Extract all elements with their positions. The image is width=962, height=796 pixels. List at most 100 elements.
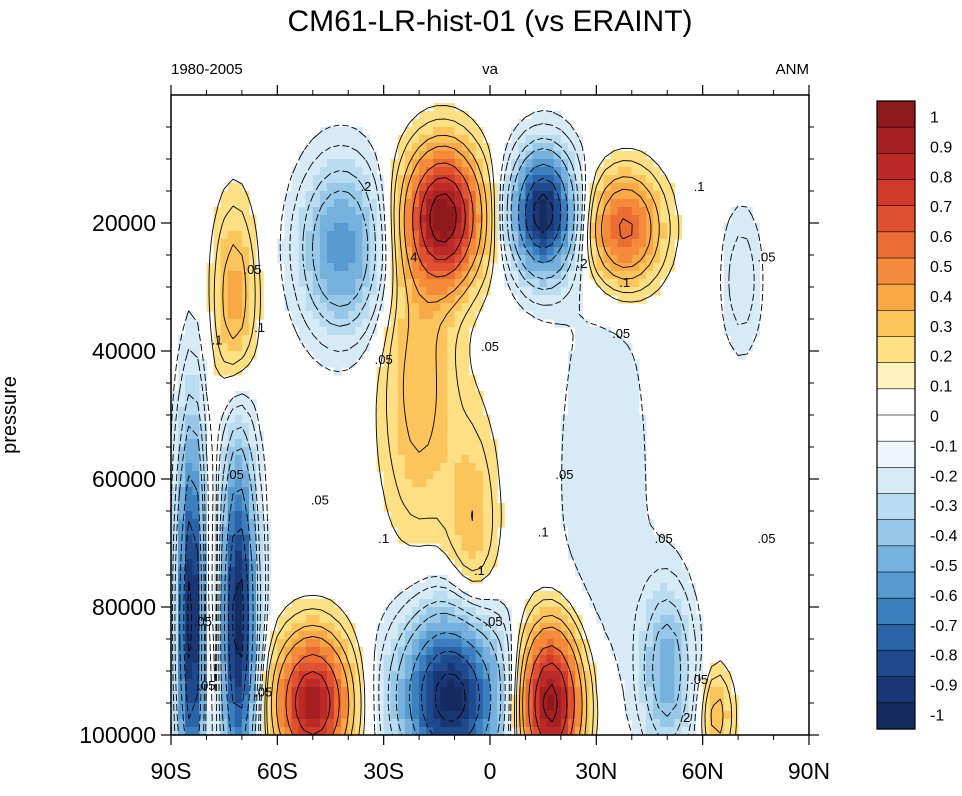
heat-cell — [305, 303, 314, 312]
heat-cell — [171, 647, 179, 656]
heat-cell — [582, 551, 590, 560]
heat-cell — [525, 695, 534, 704]
heat-cell — [518, 647, 527, 656]
heat-cell — [709, 703, 718, 712]
heat-cell — [567, 703, 576, 712]
heat-cell — [688, 679, 697, 688]
heat-cell — [433, 279, 441, 288]
heat-cell — [461, 191, 470, 200]
heat-cell — [412, 447, 420, 456]
heat-cell — [433, 223, 441, 232]
heat-cell — [475, 679, 484, 688]
heat-cell — [532, 295, 541, 304]
heat-cell — [178, 575, 186, 584]
heat-cell — [567, 455, 576, 464]
heat-cell — [617, 479, 626, 488]
heat-cell — [412, 127, 420, 136]
heat-cell — [645, 223, 654, 232]
heat-cell — [319, 719, 328, 728]
heat-cell — [206, 727, 215, 735]
heat-cell — [603, 519, 612, 528]
heat-cell — [412, 607, 420, 616]
heat-cell — [674, 727, 682, 735]
heat-cell — [589, 415, 597, 424]
heat-cell — [667, 263, 675, 272]
heat-cell — [546, 279, 555, 288]
heat-cell — [461, 647, 470, 656]
heat-cell — [454, 607, 463, 616]
heat-cell — [447, 143, 456, 152]
heat-cell — [341, 623, 349, 632]
heat-cell — [227, 551, 236, 560]
heat-cell — [575, 391, 583, 400]
heat-cell — [504, 199, 512, 208]
heat-cell — [241, 703, 250, 712]
heat-cell — [560, 639, 569, 648]
heat-cell — [546, 607, 555, 616]
heat-cell — [426, 407, 434, 416]
heat-cell — [291, 215, 300, 224]
heat-cell — [653, 279, 661, 288]
heat-cell — [355, 287, 363, 296]
heat-cell — [220, 575, 229, 584]
heat-cell — [256, 671, 264, 680]
heat-cell — [553, 671, 562, 680]
heat-cell — [745, 295, 753, 304]
heat-cell — [475, 503, 484, 512]
heat-cell — [305, 639, 314, 648]
colorbar-swatch — [876, 571, 916, 599]
heat-cell — [525, 303, 534, 312]
heat-cell — [171, 527, 179, 536]
heat-cell — [312, 671, 321, 680]
heat-cell — [546, 167, 555, 176]
heat-cell — [638, 247, 647, 256]
heat-cell — [383, 679, 392, 688]
heat-cell — [426, 647, 434, 656]
heat-cell — [199, 591, 208, 600]
heat-cell — [326, 239, 335, 248]
heat-cell — [256, 503, 264, 512]
heat-cell — [631, 575, 640, 584]
heat-cell — [341, 231, 349, 240]
heat-cell — [334, 359, 342, 368]
heat-cell — [653, 543, 661, 552]
heat-cell — [560, 519, 569, 528]
heat-cell — [617, 655, 626, 664]
heat-cell — [468, 455, 477, 464]
heat-cell — [178, 399, 186, 408]
heat-cell — [227, 471, 236, 480]
heat-cell — [213, 527, 222, 536]
heat-cell — [341, 143, 349, 152]
heat-cell — [518, 287, 527, 296]
heat-cell — [610, 615, 619, 624]
heat-cell — [468, 463, 477, 472]
heat-cell — [518, 263, 527, 272]
heat-cell — [560, 687, 569, 696]
heat-cell — [624, 663, 633, 672]
heat-cell — [532, 151, 541, 160]
heat-cell — [631, 639, 640, 648]
heat-cell — [397, 623, 406, 632]
heat-cell — [660, 239, 668, 248]
heat-cell — [185, 663, 193, 672]
heat-cell — [178, 343, 186, 352]
heat-cell — [504, 159, 512, 168]
heat-cell — [468, 703, 477, 712]
heat-cell — [454, 247, 463, 256]
heat-cell — [468, 647, 477, 656]
heat-cell — [390, 167, 399, 176]
heat-cell — [589, 359, 597, 368]
heat-cell — [638, 191, 647, 200]
heat-cell — [305, 191, 314, 200]
heat-cell — [447, 463, 456, 472]
heat-cell — [475, 255, 484, 264]
heat-cell — [305, 343, 314, 352]
heat-cell — [468, 503, 477, 512]
heat-cell — [468, 487, 477, 496]
heat-cell — [404, 391, 413, 400]
heat-cell — [227, 687, 236, 696]
heat-cell — [575, 383, 583, 392]
heat-cell — [490, 663, 498, 672]
heat-cell — [241, 359, 250, 368]
heat-cell — [546, 615, 555, 624]
